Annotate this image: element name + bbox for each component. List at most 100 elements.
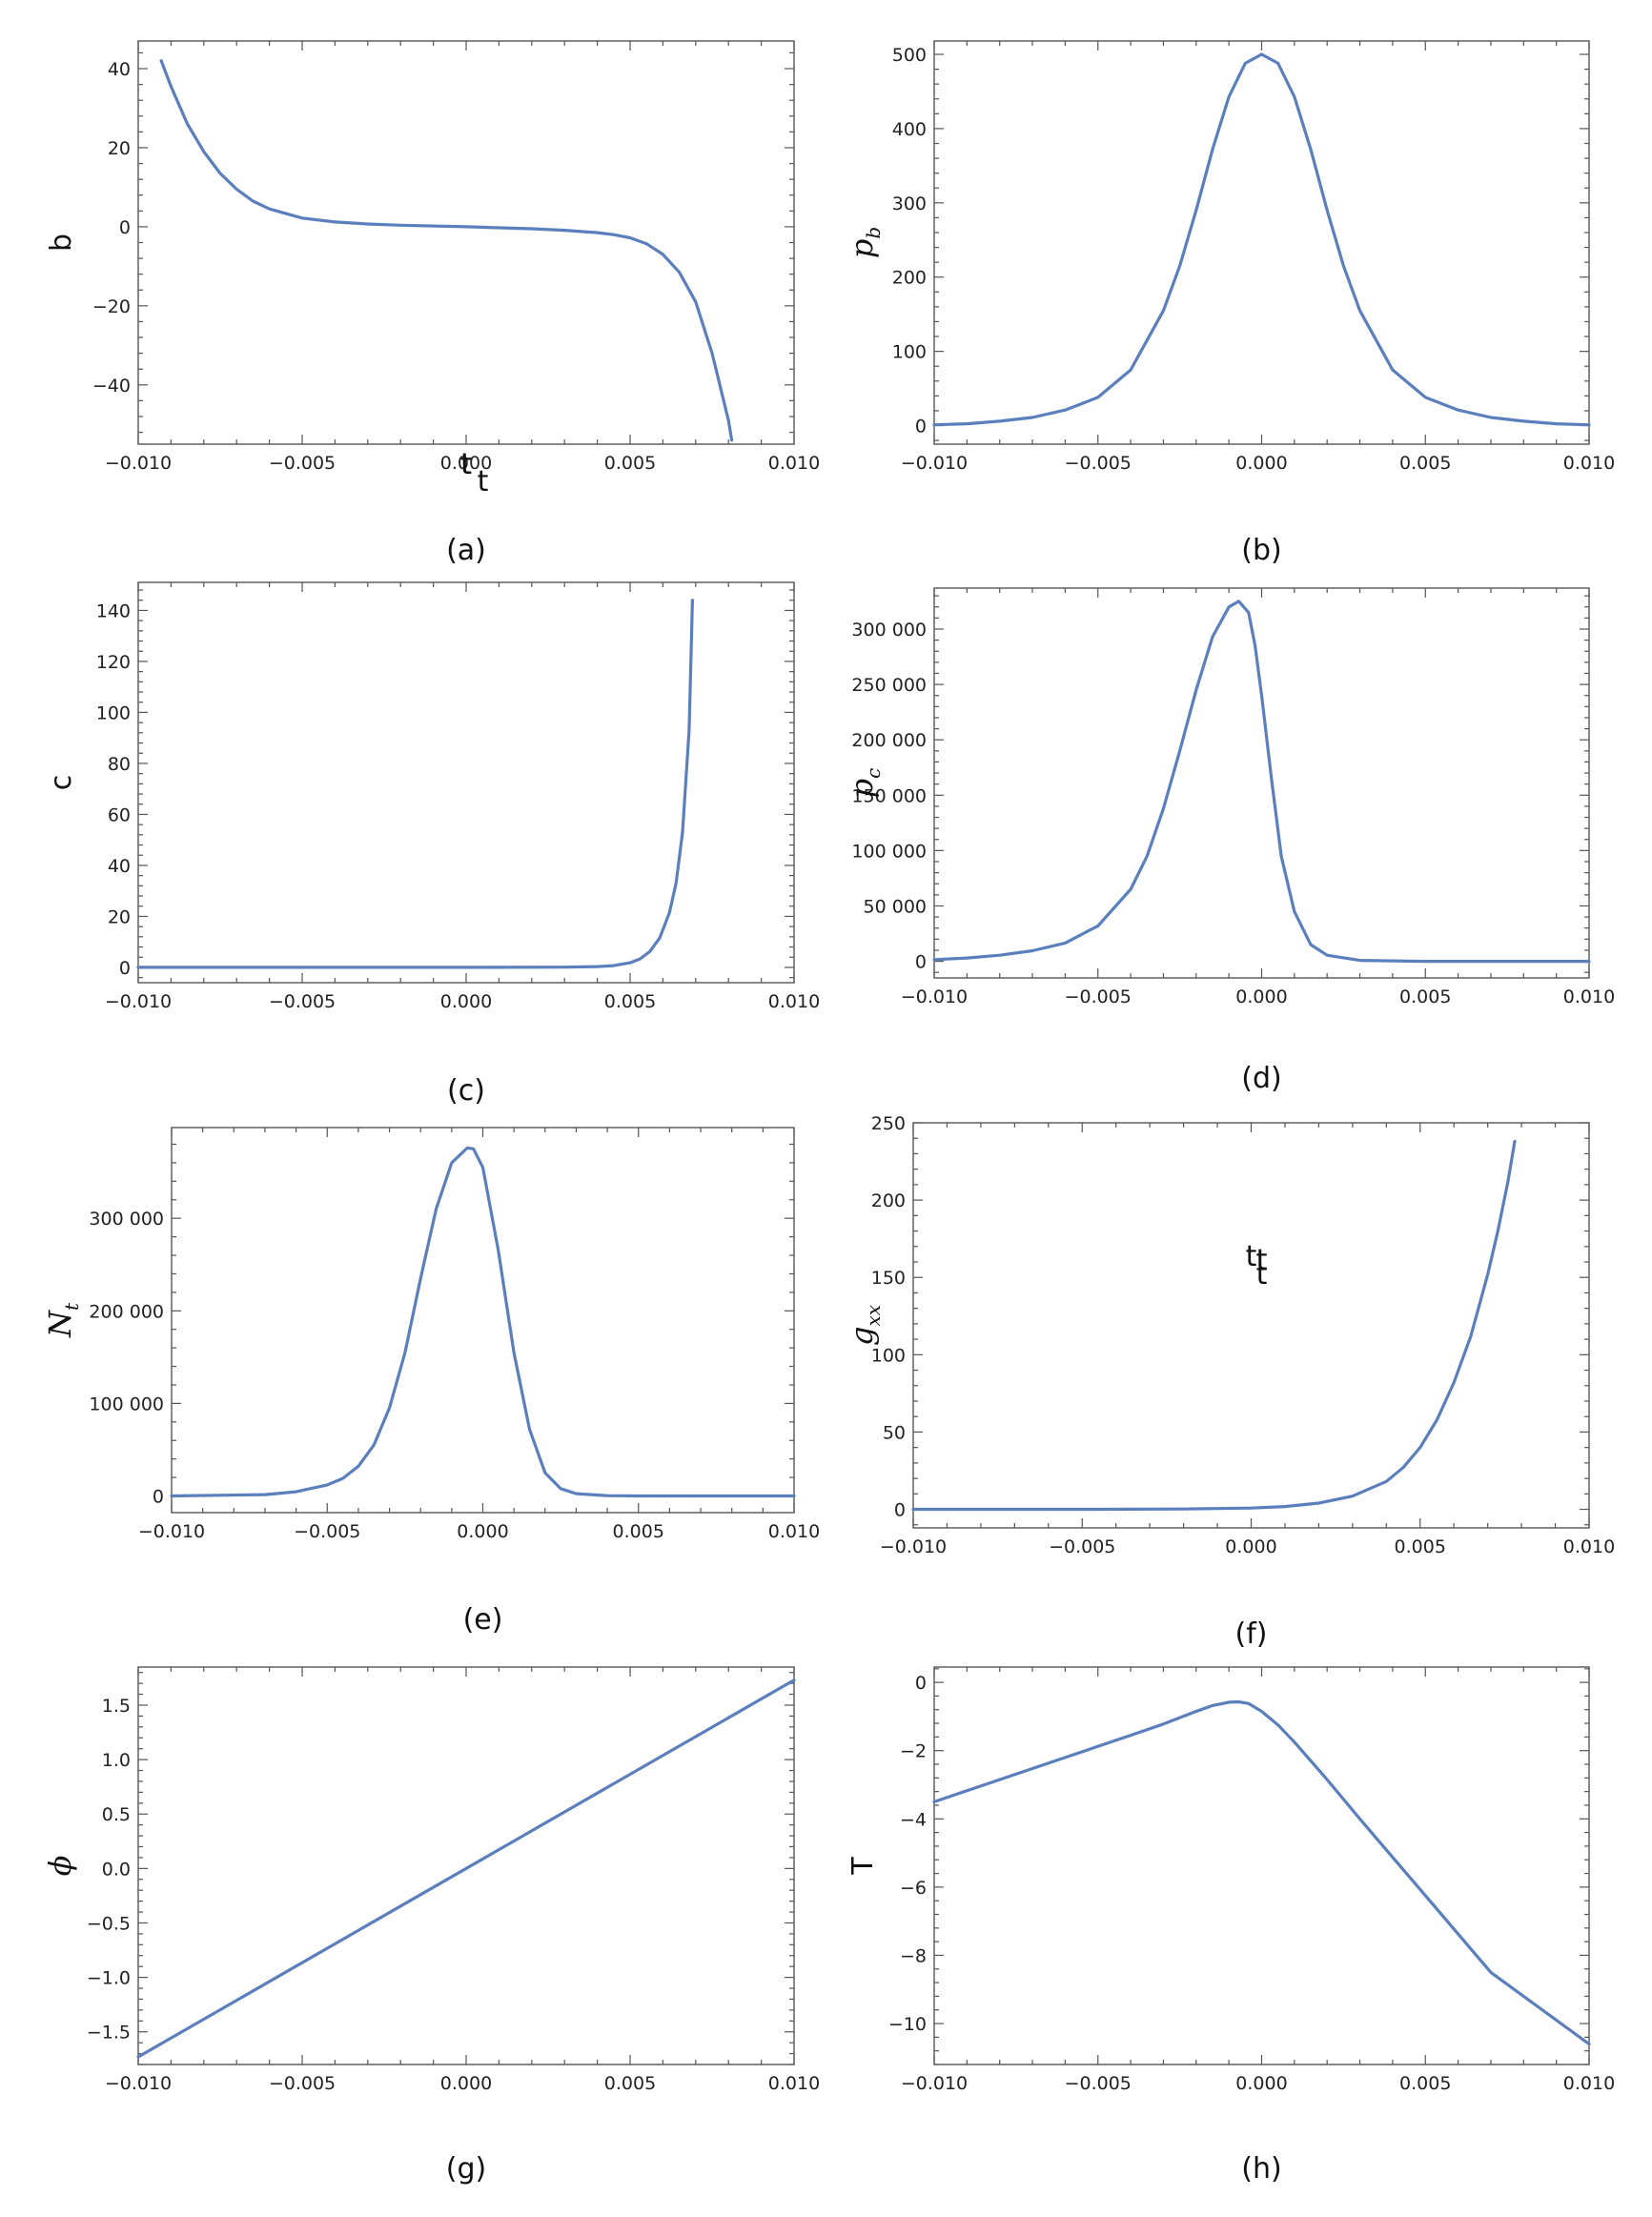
x-tick-label: 0.005 xyxy=(1399,2073,1451,2094)
x-tick-label: 0.005 xyxy=(613,1521,664,1542)
y-tick-label: 300 xyxy=(892,193,927,214)
y-tick-label: 100 xyxy=(871,1345,906,1366)
y-axis-label: pc xyxy=(844,768,885,799)
x-tick-label: 0.000 xyxy=(1235,2073,1287,2094)
y-tick-label: 0 xyxy=(915,417,927,437)
y-tick-label: 0.5 xyxy=(102,1804,131,1825)
y-tick-label: 400 xyxy=(892,119,927,140)
panel-caption: (d) xyxy=(1241,1062,1281,1095)
plot-frame xyxy=(933,40,1590,445)
x-tick-label: −0.010 xyxy=(901,986,968,1007)
y-axis-label-main: N xyxy=(42,1310,78,1338)
x-tick-label: −0.010 xyxy=(105,991,172,1012)
panel-caption: (b) xyxy=(1241,534,1281,567)
series-line xyxy=(136,1678,796,2059)
y-tick-label: 100 xyxy=(96,702,131,723)
x-axis-label: t xyxy=(1256,1258,1268,1292)
y-axis-label-sub: t xyxy=(60,1302,83,1311)
x-tick-label: 0.010 xyxy=(768,1521,820,1542)
y-tick-label: 200 000 xyxy=(89,1301,164,1322)
y-tick-label: 300 000 xyxy=(851,620,927,641)
x-tick-label: −0.005 xyxy=(294,1521,360,1542)
y-axis-label: pb xyxy=(844,227,885,258)
y-tick-label: 200 000 xyxy=(851,730,927,751)
x-tick-label: 0.010 xyxy=(1563,453,1615,474)
panel-caption: (h) xyxy=(1241,2152,1281,2186)
svg-text:T: T xyxy=(846,1857,880,1876)
y-axis-label-main: T xyxy=(846,1857,880,1876)
svg-text:b: b xyxy=(45,234,78,252)
x-tick-label: 0.010 xyxy=(1563,986,1615,1007)
y-tick-label: 200 xyxy=(871,1190,906,1211)
series-line xyxy=(911,1139,1517,1512)
y-tick-label: 50 xyxy=(883,1422,906,1443)
panel-c: −0.010 −0.005 0.000 0.005 0.010 0 20 40 60 80 100 1… xyxy=(45,448,820,1108)
series-line xyxy=(136,599,695,969)
x-axis-label: t xyxy=(460,448,472,481)
y-axis-label: Nt xyxy=(42,1302,83,1338)
x-tick-label: −0.010 xyxy=(901,2073,968,2094)
x-tick-label: 0.005 xyxy=(604,991,656,1012)
svg-text:Nt: Nt xyxy=(42,1302,83,1338)
y-tick-label: 200 xyxy=(892,268,927,289)
plot-frame xyxy=(912,1122,1590,1529)
series-line xyxy=(170,1146,796,1498)
svg-text:pb: pb xyxy=(844,227,885,258)
x-tick-label: 0.010 xyxy=(1563,1536,1615,1557)
y-axis-label: c xyxy=(45,775,78,791)
x-tick-label: 0.000 xyxy=(440,453,492,474)
y-tick-label: 0 xyxy=(915,1673,927,1694)
y-tick-label: −4 xyxy=(900,1809,927,1830)
y-tick-label: 100 xyxy=(892,342,927,363)
y-tick-label: 140 xyxy=(96,600,131,621)
y-tick-label: 1.5 xyxy=(102,1696,131,1717)
y-tick-label: 60 xyxy=(108,804,131,825)
y-tick-label: −6 xyxy=(900,1878,927,1899)
y-axis-label: gxx xyxy=(844,1305,885,1346)
x-tick-label: 0.000 xyxy=(1235,986,1287,1007)
plot-frame xyxy=(933,1666,1590,2065)
y-axis-label-sub: b xyxy=(862,227,885,239)
y-tick-label: 0.0 xyxy=(102,1859,131,1880)
x-tick-label: 0.005 xyxy=(1399,453,1451,474)
plot-frame xyxy=(137,1666,795,2065)
panel-caption: (g) xyxy=(446,2152,486,2186)
y-tick-label: 40 xyxy=(108,856,131,877)
y-tick-label: 500 xyxy=(892,45,927,66)
x-tick-label: 0.010 xyxy=(768,453,820,474)
x-tick-label: −0.005 xyxy=(1065,986,1132,1007)
x-tick-label: −0.010 xyxy=(901,453,968,474)
x-tick-label: 0.000 xyxy=(1235,453,1287,474)
panel-caption: (f) xyxy=(1235,1617,1268,1651)
x-tick-label: 0.010 xyxy=(768,991,820,1012)
plot-frame xyxy=(171,1127,795,1514)
y-tick-label: −40 xyxy=(92,376,131,397)
x-axis-label: t xyxy=(1256,1244,1268,1277)
x-axis-label: t xyxy=(460,448,472,481)
y-tick-label: −10 xyxy=(888,2014,927,2035)
y-tick-label: −8 xyxy=(900,1945,927,1966)
x-tick-label: 0.010 xyxy=(768,2073,820,2094)
x-tick-label: −0.010 xyxy=(105,453,172,474)
x-axis-label: t xyxy=(478,465,489,498)
panel-b: −0.010 −0.005 0.000 0.005 0.010 0 100 200 300 400… xyxy=(844,40,1615,1277)
y-axis-label-sub: xx xyxy=(862,1305,885,1327)
y-tick-label: 100 000 xyxy=(89,1393,164,1414)
y-axis-label-main: p xyxy=(844,779,880,798)
y-tick-label: −1.0 xyxy=(87,1968,131,1989)
x-tick-label: −0.005 xyxy=(269,2073,336,2094)
panel-caption: (e) xyxy=(463,1603,503,1637)
y-tick-label: 0 xyxy=(119,217,131,238)
panel-d: −0.010 −0.005 0.000 0.005 0.010 0 50 000 100 00… xyxy=(844,587,1615,1292)
svg-text:pc: pc xyxy=(844,768,885,799)
y-axis-label-main: ϕ xyxy=(42,1855,78,1876)
y-tick-label: 120 xyxy=(96,652,131,673)
x-tick-label: 0.000 xyxy=(440,2073,492,2094)
y-tick-label: 20 xyxy=(108,906,131,927)
y-axis-label-main: p xyxy=(844,239,880,258)
y-tick-label: 20 xyxy=(108,138,131,159)
y-axis-label-main: c xyxy=(45,775,78,791)
panel-g: −0.010 −0.005 0.000 0.005 0.010−1.5−1.0−0.50… xyxy=(42,448,820,2186)
